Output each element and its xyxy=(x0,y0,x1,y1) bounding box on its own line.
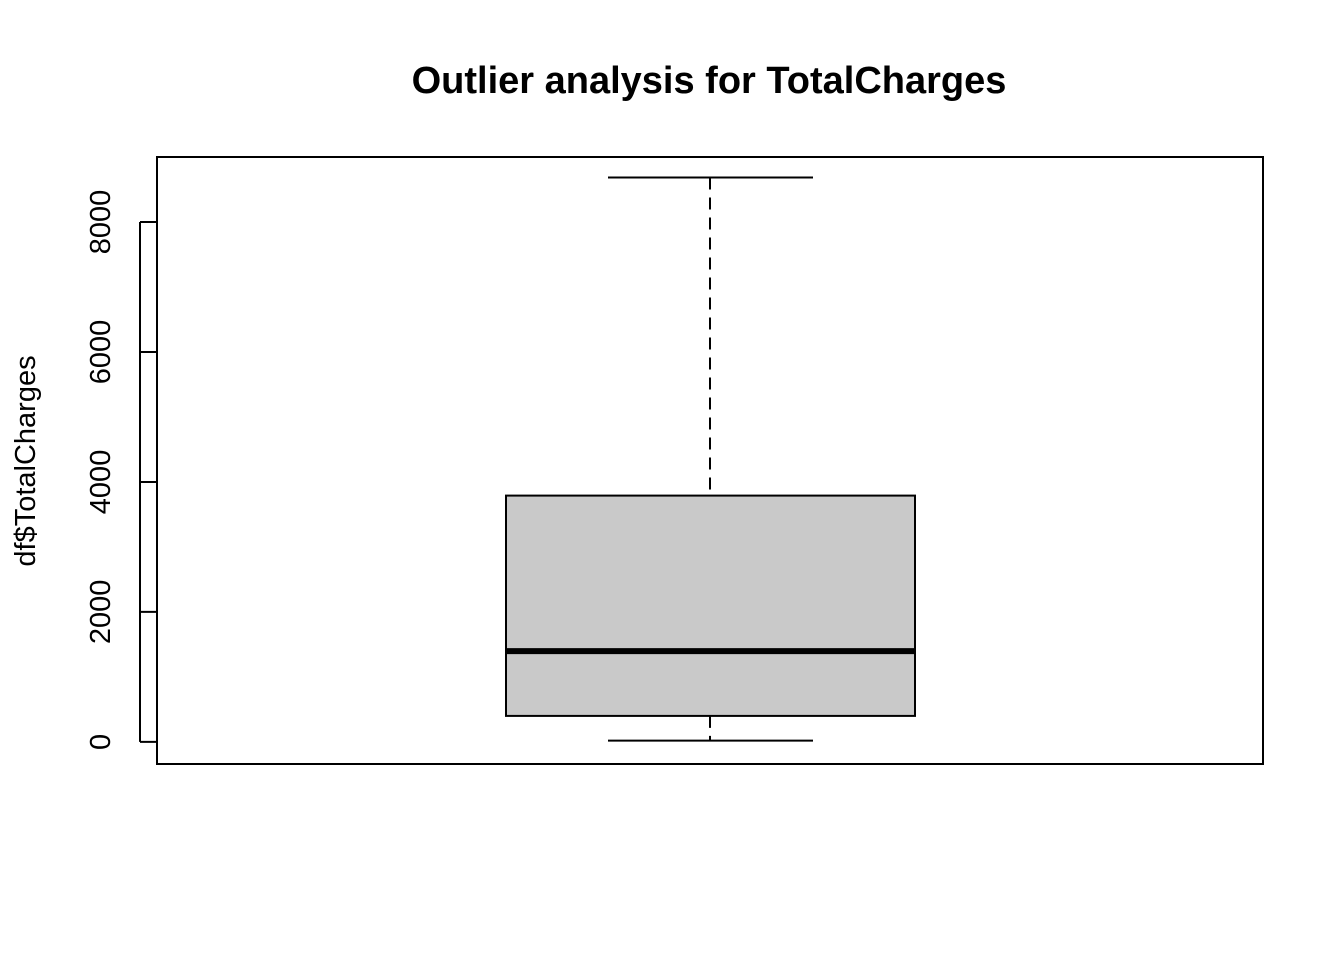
y-axis-label: df$TotalCharges xyxy=(10,355,42,566)
interquartile-box xyxy=(505,494,916,717)
boxplot xyxy=(505,176,916,742)
plot-frame xyxy=(156,156,1264,765)
y-tick-label: 0 xyxy=(85,734,117,750)
y-tick-label: 4000 xyxy=(85,450,117,515)
y-tick-label: 8000 xyxy=(85,190,117,255)
chart-title: Outlier analysis for TotalCharges xyxy=(412,60,1007,102)
y-tick-label: 6000 xyxy=(85,320,117,385)
y-axis: 0 2000 4000 6000 8000 xyxy=(85,190,157,750)
y-tick-label: 2000 xyxy=(85,580,117,645)
